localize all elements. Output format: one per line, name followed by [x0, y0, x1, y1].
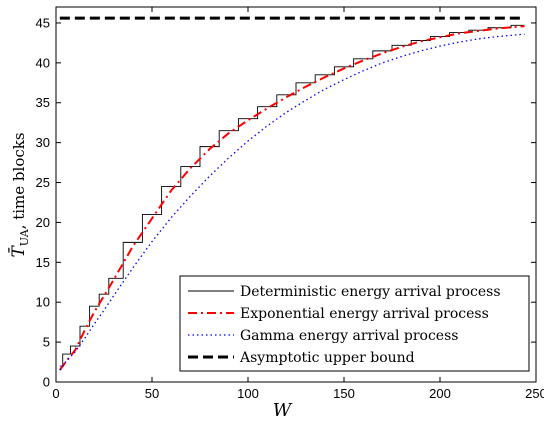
x-tick-label: 50: [145, 386, 159, 401]
y-tick-label: 40: [36, 55, 50, 70]
y-axis-label: T̄UA, time blocks: [7, 132, 31, 257]
legend-label-0: Deterministic energy arrival process: [240, 284, 501, 300]
x-axis-label: W: [273, 400, 293, 421]
legend-label-2: Gamma energy arrival process: [240, 328, 458, 344]
y-tick-label: 0: [43, 375, 50, 390]
legend-label-1: Exponential energy arrival process: [240, 306, 489, 322]
y-tick-label: 35: [36, 95, 50, 110]
legend-items: Deterministic energy arrival process Expo…: [188, 284, 501, 366]
legend: Deterministic energy arrival process Expo…: [179, 275, 530, 372]
legend-label-3: Asymptotic upper bound: [239, 350, 415, 366]
y-axis-label-subscript: UA: [18, 228, 31, 246]
series-line-1: [59, 25, 525, 371]
y-tick-label: 10: [36, 295, 50, 310]
y-tick-label: 45: [36, 15, 50, 30]
x-tick-label: 250: [525, 386, 544, 401]
x-tick-label: 200: [429, 386, 451, 401]
series-layer: [59, 16, 525, 371]
y-tick-label: 15: [36, 255, 50, 270]
y-axis-ticks: 0 5 10 15 20 25 30 35 40 45: [36, 15, 536, 390]
y-axis-label-symbol: T̄: [7, 245, 29, 258]
y-tick-label: 25: [36, 175, 50, 190]
legend-box: [179, 275, 530, 372]
x-tick-label: 150: [333, 386, 355, 401]
x-tick-label: 100: [237, 386, 259, 401]
x-axis-ticks: 0 50 100 150 200 250: [52, 7, 544, 401]
y-axis-label-rest: , time blocks: [10, 132, 28, 229]
y-tick-label: 20: [36, 215, 50, 230]
plot-frame: [55, 6, 537, 383]
y-tick-label: 5: [43, 335, 50, 350]
x-tick-label: 0: [52, 386, 59, 401]
y-tick-label: 30: [36, 135, 50, 150]
